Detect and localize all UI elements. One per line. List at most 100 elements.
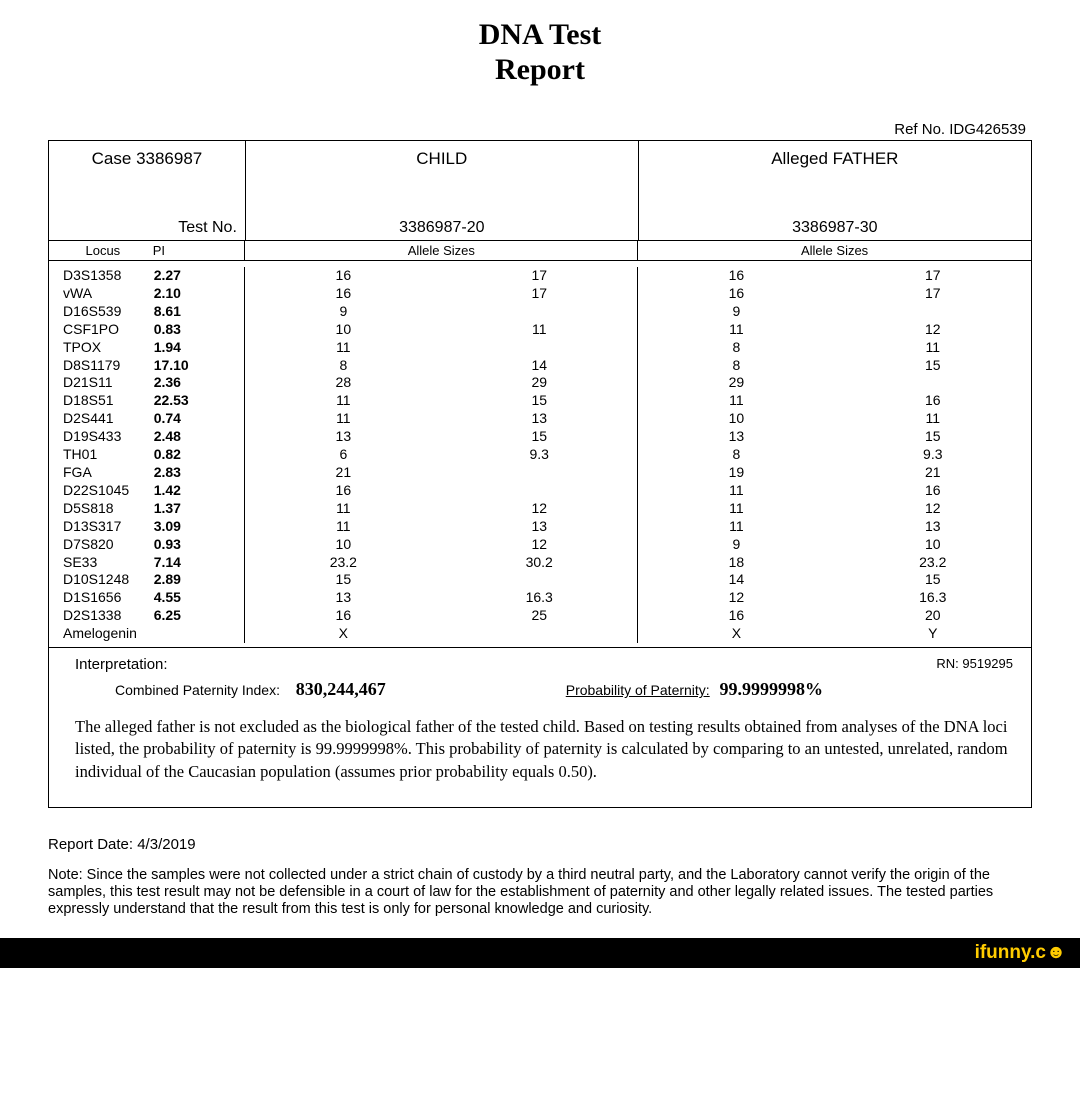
father-allele-row: 29 (638, 374, 1031, 392)
rn-value: 9519295 (962, 656, 1013, 671)
child-allele-row: 1011 (245, 321, 637, 339)
locus-row: D21S112.36 (63, 374, 244, 392)
pop-label: Probability of Paternity: (566, 682, 710, 698)
child-allele-1: 11 (245, 518, 441, 536)
father-allele-1: 12 (638, 589, 834, 607)
child-allele-row: 21 (245, 464, 637, 482)
father-allele-1: 19 (638, 464, 834, 482)
child-allele-row: 9 (245, 303, 637, 321)
child-allele-2: 12 (441, 500, 637, 518)
pi-value: 2.10 (154, 285, 245, 303)
child-allele-2 (441, 482, 637, 500)
father-allele-row: 89.3 (638, 446, 1031, 464)
father-allele-row: 910 (638, 536, 1031, 554)
father-allele-2: 11 (835, 410, 1031, 428)
locus-name: D2S441 (63, 410, 154, 428)
rn-label: RN: (936, 656, 958, 671)
father-allele-1: 14 (638, 571, 834, 589)
child-allele-row: 1316.3 (245, 589, 637, 607)
father-allele-2: 11 (835, 339, 1031, 357)
child-allele-1: 23.2 (245, 554, 441, 572)
child-allele-2 (441, 303, 637, 321)
father-allele-header: Allele Sizes (638, 241, 1031, 260)
watermark-brand: ifunny. (975, 942, 1036, 963)
child-allele-1: 11 (245, 500, 441, 518)
child-allele-2: 14 (441, 357, 637, 375)
child-allele-1: 16 (245, 607, 441, 625)
child-allele-row: 1012 (245, 536, 637, 554)
father-allele-1: 13 (638, 428, 834, 446)
title-line1: DNA Test (479, 18, 602, 51)
child-allele-2: 30.2 (441, 554, 637, 572)
child-allele-2: 17 (441, 267, 637, 285)
child-allele-row: 2829 (245, 374, 637, 392)
child-allele-2: 29 (441, 374, 637, 392)
child-allele-1: 16 (245, 482, 441, 500)
father-allele-2: 16.3 (835, 589, 1031, 607)
pi-value: 0.74 (154, 410, 245, 428)
report-date-value: 4/3/2019 (137, 836, 195, 853)
locus-row: D18S5122.53 (63, 392, 244, 410)
pi-value: 6.25 (154, 607, 245, 625)
father-allele-1: 16 (638, 267, 834, 285)
pi-value: 1.94 (154, 339, 245, 357)
locus-name: D13S317 (63, 518, 154, 536)
ref-value: IDG426539 (949, 121, 1026, 138)
rn-block: RN: 9519295 (936, 656, 1013, 673)
father-allele-row: 1112 (638, 321, 1031, 339)
case-cell: Case 3386987 (49, 141, 245, 211)
pi-value: 0.82 (154, 446, 245, 464)
report-page: DNA Test Report Ref No. IDG426539 Case 3… (0, 0, 1080, 808)
locus-row: D1S16564.55 (63, 589, 244, 607)
father-allele-2: 15 (835, 357, 1031, 375)
father-allele-2: Y (835, 625, 1031, 643)
child-allele-1: 13 (245, 428, 441, 446)
locus-row: D19S4332.48 (63, 428, 244, 446)
pi-value: 3.09 (154, 518, 245, 536)
father-allele-2: 13 (835, 518, 1031, 536)
pi-value: 1.37 (154, 500, 245, 518)
father-allele-1: 11 (638, 482, 834, 500)
locus-name: FGA (63, 464, 154, 482)
child-allele-2: 17 (441, 285, 637, 303)
father-allele-row: 811 (638, 339, 1031, 357)
sizes-header: Locus PI Allele Sizes Allele Sizes (49, 240, 1031, 261)
child-testno: 3386987-20 (245, 211, 638, 240)
child-allele-1: 11 (245, 410, 441, 428)
child-allele-1: 10 (245, 321, 441, 339)
locus-row: Amelogenin (63, 625, 244, 643)
locus-name: D1S1656 (63, 589, 154, 607)
child-allele-2: 16.3 (441, 589, 637, 607)
child-allele-1: 6 (245, 446, 441, 464)
locus-row: TPOX1.94 (63, 339, 244, 357)
locus-row: vWA2.10 (63, 285, 244, 303)
child-allele-1: 8 (245, 357, 441, 375)
locus-row: D2S4410.74 (63, 410, 244, 428)
father-allele-1: 8 (638, 339, 834, 357)
child-allele-2 (441, 339, 637, 357)
child-allele-row: 1113 (245, 410, 637, 428)
father-cell: Alleged FATHER (638, 141, 1031, 211)
watermark-emoji: ☻ (1046, 942, 1066, 963)
locus-row: D7S8200.93 (63, 536, 244, 554)
locus-row: D13S3173.09 (63, 518, 244, 536)
pi-value: 1.42 (154, 482, 245, 500)
locus-name: D2S1338 (63, 607, 154, 625)
father-testno: 3386987-30 (638, 211, 1031, 240)
father-allele-row: 1823.2 (638, 554, 1031, 572)
pi-value: 2.27 (154, 267, 245, 285)
father-allele-2: 17 (835, 285, 1031, 303)
father-allele-1: 11 (638, 500, 834, 518)
case-number: 3386987 (136, 149, 202, 168)
father-allele-2 (835, 374, 1031, 392)
locus-row: D8S117917.10 (63, 357, 244, 375)
child-allele-2: 13 (441, 518, 637, 536)
pi-value: 7.14 (154, 554, 245, 572)
locus-row: D22S10451.42 (63, 482, 244, 500)
father-allele-row: 1216.3 (638, 589, 1031, 607)
data-area: D3S13582.27vWA2.10D16S5398.61CSF1PO0.83T… (49, 261, 1031, 648)
child-allele-row: 1617 (245, 267, 637, 285)
child-allele-row: 814 (245, 357, 637, 375)
father-allele-2: 10 (835, 536, 1031, 554)
father-allele-2: 15 (835, 571, 1031, 589)
